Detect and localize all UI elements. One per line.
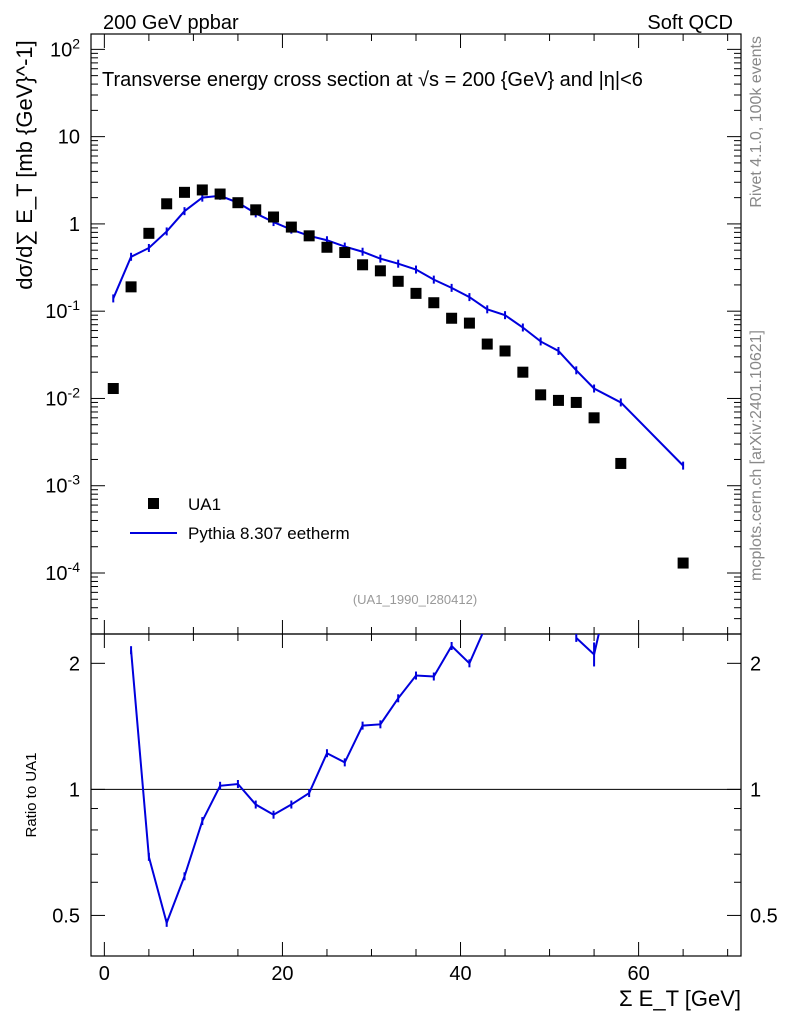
main-y-tick-label: 10-1 bbox=[45, 297, 80, 323]
main-y-tick-label: 10-2 bbox=[45, 384, 80, 410]
pythia-line bbox=[112, 194, 684, 467]
ua1-point bbox=[321, 241, 333, 253]
ua1-point bbox=[268, 211, 280, 223]
legend-label-pythia: Pythia 8.307 eetherm bbox=[188, 524, 350, 543]
legend-label-ua1: UA1 bbox=[188, 495, 221, 514]
ratio-y-tick-labels: 0.5 0.5 1 1 2 2 bbox=[52, 653, 778, 927]
ua1-point bbox=[570, 396, 582, 408]
ratio-frame bbox=[90, 633, 742, 957]
main-series bbox=[107, 184, 689, 569]
ua1-point bbox=[588, 412, 600, 424]
ua1-point bbox=[107, 383, 119, 395]
ua1-point bbox=[392, 275, 404, 287]
ua1-point bbox=[410, 287, 422, 299]
ratio-y-label: Ratio to UA1 bbox=[23, 752, 40, 837]
main-y-tick-label: 1 bbox=[69, 214, 80, 236]
ua1-point bbox=[285, 221, 297, 233]
legend: UA1 Pythia 8.307 eetherm bbox=[130, 495, 350, 543]
ua1-point bbox=[143, 227, 155, 239]
ua1-point bbox=[615, 457, 627, 469]
ua1-point bbox=[303, 230, 315, 242]
main-y-tick-label: 10-4 bbox=[45, 559, 80, 585]
x-tick-label: 0 bbox=[99, 963, 110, 985]
ua1-point bbox=[161, 198, 173, 210]
ratio-y-tick-label-right: 2 bbox=[750, 653, 761, 675]
main-y-label: dσ/d∑ E_T [mb {GeV}^-1] bbox=[12, 40, 37, 290]
main-y-ticks bbox=[91, 48, 741, 635]
chart-title: Transverse energy cross section at √s = … bbox=[102, 69, 643, 91]
mcplots-label: mcplots.cern.ch [arXiv:2401.10621] bbox=[748, 330, 765, 581]
ratio-x-tick-labels: 0 20 40 60 bbox=[99, 963, 650, 985]
main-y-tick-label: 10 bbox=[58, 127, 80, 149]
rivet-label: Rivet 4.1.0, 100k events bbox=[748, 36, 765, 208]
ua1-point bbox=[250, 204, 262, 216]
ratio-y-tick-label-right: 1 bbox=[750, 779, 761, 801]
ua1-point bbox=[428, 297, 440, 309]
ua1-point bbox=[535, 389, 547, 401]
main-y-tick-label: 102 bbox=[50, 35, 80, 61]
main-frame bbox=[90, 33, 742, 635]
ua1-point bbox=[357, 259, 369, 271]
ua1-point bbox=[517, 366, 529, 378]
ua1-point bbox=[374, 265, 386, 277]
header-left: 200 GeV ppbar bbox=[103, 12, 239, 34]
analysis-id: (UA1_1990_I280412) bbox=[353, 592, 477, 607]
header-right: Soft QCD bbox=[647, 12, 733, 34]
ratio-series bbox=[130, 634, 600, 927]
ratio-panel: 0.5 0.5 1 1 2 2 0 20 40 60 Ratio to UA1 Σ E_T [G… bbox=[23, 633, 778, 1011]
main-y-tick-labels: 10-4 10-3 10-2 10-1 1 10 102 bbox=[45, 35, 80, 585]
ua1-point bbox=[214, 188, 226, 200]
ratio-y-tick-label-left: 2 bbox=[69, 653, 80, 675]
x-tick-label: 60 bbox=[627, 963, 649, 985]
ratio-y-ticks bbox=[91, 662, 741, 957]
main-panel: 10-4 10-3 10-2 10-1 1 10 102 Transverse energy… bbox=[12, 33, 742, 635]
x-axis-label: Σ E_T [GeV] bbox=[619, 986, 741, 1011]
ua1-point bbox=[499, 345, 511, 357]
ua1-point bbox=[446, 312, 458, 324]
legend-marker-ua1 bbox=[148, 498, 159, 509]
ua1-point bbox=[552, 394, 564, 406]
x-tick-label: 20 bbox=[271, 963, 293, 985]
ua1-point bbox=[339, 247, 351, 259]
ua1-point bbox=[178, 186, 190, 198]
ua1-point bbox=[463, 317, 475, 329]
main-x-ticks bbox=[103, 34, 729, 634]
ua1-point bbox=[125, 281, 137, 293]
ua1-point bbox=[232, 197, 244, 209]
ratio-y-tick-label-left: 1 bbox=[69, 779, 80, 801]
ratio-y-tick-label-right: 0.5 bbox=[750, 905, 778, 927]
ua1-point bbox=[481, 338, 493, 350]
ua1-point bbox=[677, 557, 689, 569]
main-y-tick-label: 10-3 bbox=[45, 472, 80, 498]
x-tick-label: 40 bbox=[449, 963, 471, 985]
ua1-point bbox=[196, 184, 208, 196]
ratio-line bbox=[575, 634, 600, 657]
ratio-y-tick-label-left: 0.5 bbox=[52, 905, 80, 927]
ratio-x-ticks bbox=[103, 634, 729, 956]
